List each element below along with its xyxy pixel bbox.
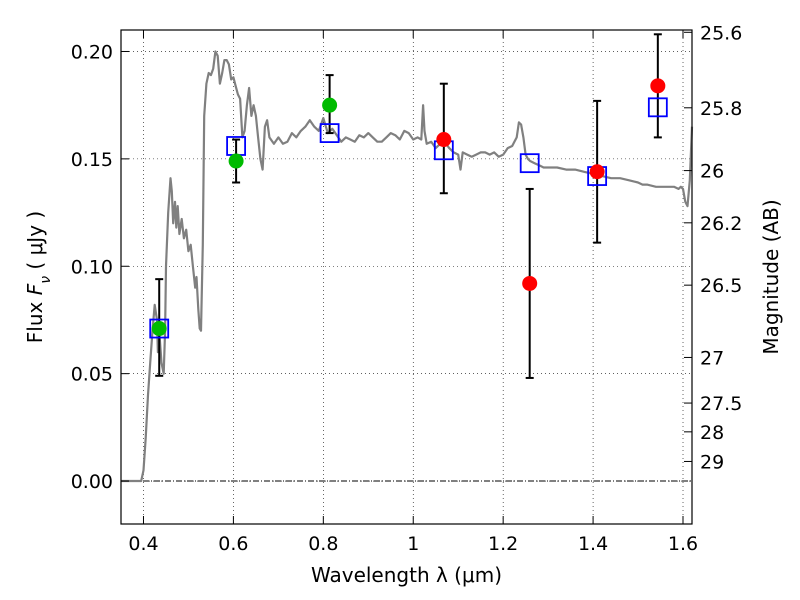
x-tick-label: 1.2	[488, 533, 518, 555]
magnitude-tick-label: 25.8	[700, 98, 742, 120]
x-tick-label: 0.6	[218, 533, 248, 555]
sed-chart: 0.4 0.6 0.8 1 1.2 1.4 1.6 0.00 0.05 0.10 0.15 0.20…	[0, 0, 800, 600]
magnitude-tick-label: 27.5	[700, 393, 742, 415]
measurement-point	[322, 98, 337, 113]
y-axis-label-unit: ( μJy )	[23, 211, 47, 276]
x-axis-label: Wavelength λ (μm)	[311, 563, 502, 587]
x-tick-label: 1	[407, 533, 419, 555]
y-axis-label-variable: F	[23, 283, 47, 295]
y-tick-label: 0.10	[71, 256, 113, 278]
y-tick-label: 0.15	[71, 149, 113, 171]
x-tick-label: 1.4	[578, 533, 608, 555]
y-tick-label: 0.00	[71, 471, 113, 493]
magnitude-axis-label: Magnitude (AB)	[759, 199, 783, 354]
y-axis-label-prefix: Flux	[23, 295, 47, 343]
magnitude-tick-label: 26.2	[700, 213, 742, 235]
chart-background	[0, 0, 800, 600]
y-tick-label: 0.05	[71, 364, 113, 386]
measurement-point	[436, 132, 451, 147]
magnitude-tick-label: 27	[700, 347, 724, 369]
measurement-point	[229, 154, 244, 169]
magnitude-tick-label: 28	[700, 422, 724, 444]
magnitude-tick-label: 25.6	[700, 22, 742, 44]
magnitude-tick-label: 26.5	[700, 275, 742, 297]
x-tick-label: 0.8	[308, 533, 338, 555]
y-tick-label: 0.20	[71, 41, 113, 63]
magnitude-tick-label: 26	[700, 161, 724, 183]
measurement-point	[152, 321, 167, 336]
measurement-point	[522, 276, 537, 291]
y-axis-label-subscript: ν	[38, 276, 54, 284]
x-tick-label: 0.4	[128, 533, 158, 555]
x-tick-label: 1.6	[668, 533, 698, 555]
measurement-point	[590, 164, 605, 179]
magnitude-tick-label: 29	[700, 451, 724, 473]
measurement-point	[650, 78, 665, 93]
